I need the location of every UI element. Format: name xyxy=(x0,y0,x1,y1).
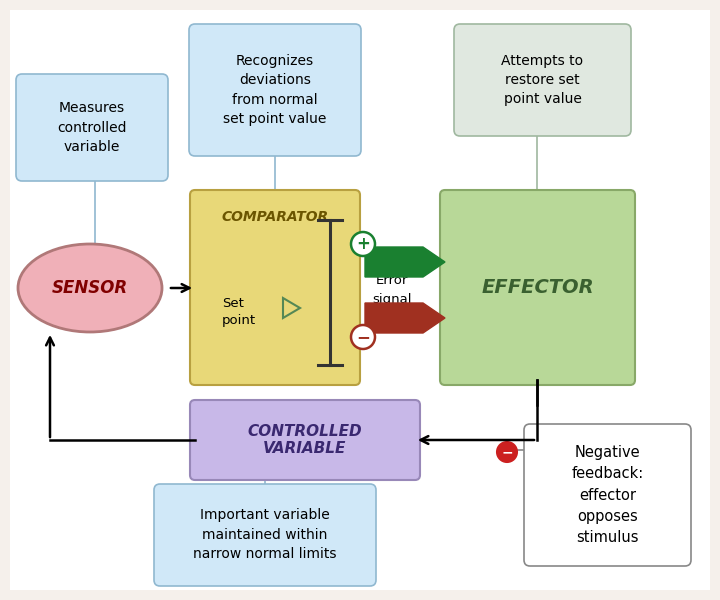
FancyBboxPatch shape xyxy=(190,190,360,385)
Text: −: − xyxy=(501,445,513,459)
Circle shape xyxy=(497,442,517,462)
Text: Measures
controlled
variable: Measures controlled variable xyxy=(58,101,127,154)
FancyBboxPatch shape xyxy=(524,424,691,566)
FancyBboxPatch shape xyxy=(440,190,635,385)
Text: Negative
feedback:
effector
opposes
stimulus: Negative feedback: effector opposes stim… xyxy=(572,445,644,545)
Text: Attempts to
restore set
point value: Attempts to restore set point value xyxy=(501,53,584,107)
Ellipse shape xyxy=(18,244,162,332)
Text: CONTROLLED
VARIABLE: CONTROLLED VARIABLE xyxy=(248,424,362,456)
Text: −: − xyxy=(356,328,370,346)
Text: SENSOR: SENSOR xyxy=(52,279,128,297)
FancyBboxPatch shape xyxy=(10,10,710,590)
Circle shape xyxy=(351,325,375,349)
Text: Important variable
maintained within
narrow normal limits: Important variable maintained within nar… xyxy=(193,509,337,562)
FancyBboxPatch shape xyxy=(190,400,420,480)
FancyBboxPatch shape xyxy=(189,24,361,156)
FancyArrow shape xyxy=(365,303,445,333)
Text: Error
signal: Error signal xyxy=(372,275,412,305)
Text: +: + xyxy=(356,235,370,253)
FancyArrow shape xyxy=(365,247,445,277)
FancyBboxPatch shape xyxy=(16,74,168,181)
FancyBboxPatch shape xyxy=(454,24,631,136)
FancyBboxPatch shape xyxy=(154,484,376,586)
Text: EFFECTOR: EFFECTOR xyxy=(481,278,594,297)
Text: COMPARATOR: COMPARATOR xyxy=(222,210,328,224)
Circle shape xyxy=(351,232,375,256)
Text: Set
point: Set point xyxy=(222,297,256,327)
Text: Recognizes
deviations
from normal
set point value: Recognizes deviations from normal set po… xyxy=(223,54,327,126)
